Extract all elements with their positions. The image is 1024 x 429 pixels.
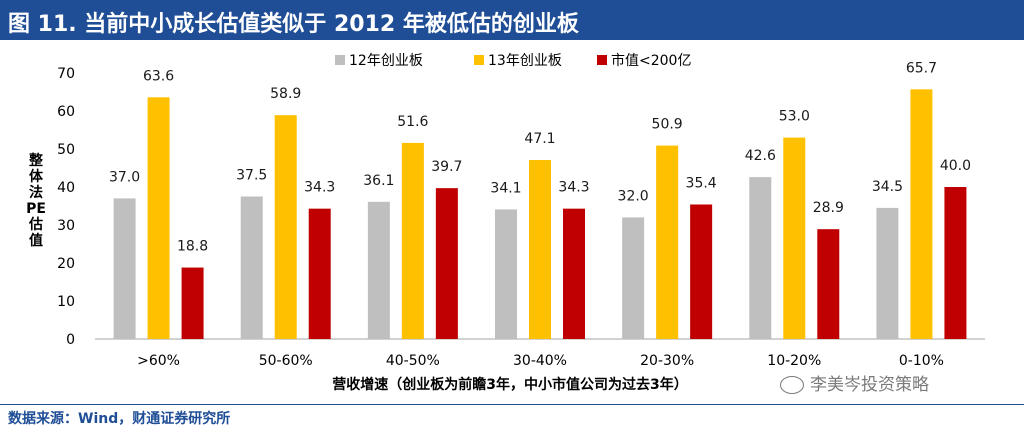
y-tick-label: 10 — [57, 294, 75, 310]
y-axis-title: 整体法 PE 估值 — [26, 152, 46, 249]
legend-swatch-1 — [474, 55, 484, 65]
bar-chart: 0 10 20 30 40 50 60 70 整体法 PE 估值 37.0 63.6 18.8 >60% 37… — [26, 52, 985, 393]
bar-1 — [783, 137, 806, 339]
y-tick-label: 50 — [57, 142, 75, 158]
source-note: 数据来源：Wind，财通证券研究所 — [8, 411, 231, 427]
footer-divider — [0, 404, 1024, 405]
y-axis-title-char: 估 — [28, 216, 43, 233]
bar-2 — [181, 267, 204, 339]
legend-swatch-0 — [335, 55, 345, 65]
legend-swatch-2 — [597, 55, 607, 65]
bar-0 — [240, 196, 263, 339]
y-tick-label: 20 — [57, 256, 75, 272]
x-axis-title: 营收增速（创业板为前瞻3年，中小市值公司为过去3年） — [332, 376, 687, 393]
data-label: 51.6 — [397, 114, 428, 130]
data-label: 32.0 — [618, 188, 649, 204]
bar-1 — [147, 97, 170, 339]
bar-0 — [367, 201, 390, 339]
data-label: 34.3 — [304, 180, 335, 196]
x-tick-label: 0-10% — [899, 353, 944, 369]
y-axis-title-char: 整 — [28, 152, 44, 169]
data-label: 53.0 — [779, 109, 810, 125]
y-axis-title-char: 法 — [29, 184, 43, 201]
data-label: 40.0 — [940, 158, 971, 174]
data-label: 34.3 — [558, 180, 589, 196]
data-label: 63.6 — [143, 68, 174, 84]
bar-2 — [817, 229, 840, 339]
data-label: 65.7 — [906, 60, 937, 76]
data-label: 47.1 — [524, 131, 555, 147]
data-label: 42.6 — [745, 148, 776, 164]
legend-label: 13年创业板 — [488, 53, 562, 69]
watermark-text: 李美岑投资策略 — [810, 375, 929, 395]
data-label: 58.9 — [270, 86, 301, 102]
legend-label: 市值<200亿 — [611, 52, 691, 69]
y-tick-label: 30 — [57, 218, 75, 234]
bar-1 — [910, 89, 933, 339]
data-label: 34.5 — [872, 179, 903, 195]
bar-0 — [113, 198, 136, 339]
x-tick-label: 20-30% — [640, 353, 694, 369]
y-tick-label: 70 — [57, 66, 75, 82]
y-tick-label: 0 — [66, 332, 75, 348]
data-label: 37.5 — [236, 168, 267, 184]
data-label: 28.9 — [813, 200, 844, 216]
data-label: 34.1 — [490, 180, 521, 196]
bar-0 — [749, 177, 772, 339]
x-tick-label: 40-50% — [386, 353, 440, 369]
data-label: 36.1 — [363, 173, 394, 189]
x-tick-label: 50-60% — [259, 353, 313, 369]
x-tick-label: 10-20% — [767, 353, 821, 369]
y-axis-title-char: 值 — [29, 232, 43, 249]
wechat-icon — [780, 376, 804, 394]
figure-title: 图 11. 当前中小成长估值类似于 2012 年被低估的创业板 — [8, 12, 579, 37]
figure-title-bar: 图 11. 当前中小成长估值类似于 2012 年被低估的创业板 — [0, 0, 1024, 40]
x-tick-label: >60% — [137, 353, 180, 369]
data-label: 35.4 — [686, 175, 717, 191]
bar-2 — [944, 187, 967, 339]
bar-0 — [495, 209, 517, 339]
data-label: 18.8 — [177, 239, 208, 255]
bar-0 — [876, 207, 899, 339]
data-label: 50.9 — [652, 117, 683, 133]
y-tick-label: 40 — [57, 180, 75, 196]
bar-1 — [656, 145, 679, 339]
bar-2 — [563, 208, 585, 339]
bar-2 — [308, 208, 331, 339]
y-tick-label: 60 — [57, 104, 75, 120]
y-axis-title-char: PE — [26, 201, 46, 217]
bar-0 — [622, 217, 645, 339]
watermark: 李美岑投资策略 — [780, 370, 929, 395]
data-label: 39.7 — [431, 159, 462, 175]
bar-1 — [274, 115, 297, 340]
data-label: 37.0 — [109, 169, 140, 185]
y-axis-title-char: 体 — [29, 168, 44, 185]
x-tick-label: 30-40% — [513, 353, 567, 369]
bar-2 — [435, 188, 458, 339]
legend-label: 12年创业板 — [349, 53, 423, 69]
bar-1 — [401, 142, 424, 339]
bar-1 — [529, 160, 551, 339]
bar-2 — [690, 204, 713, 339]
